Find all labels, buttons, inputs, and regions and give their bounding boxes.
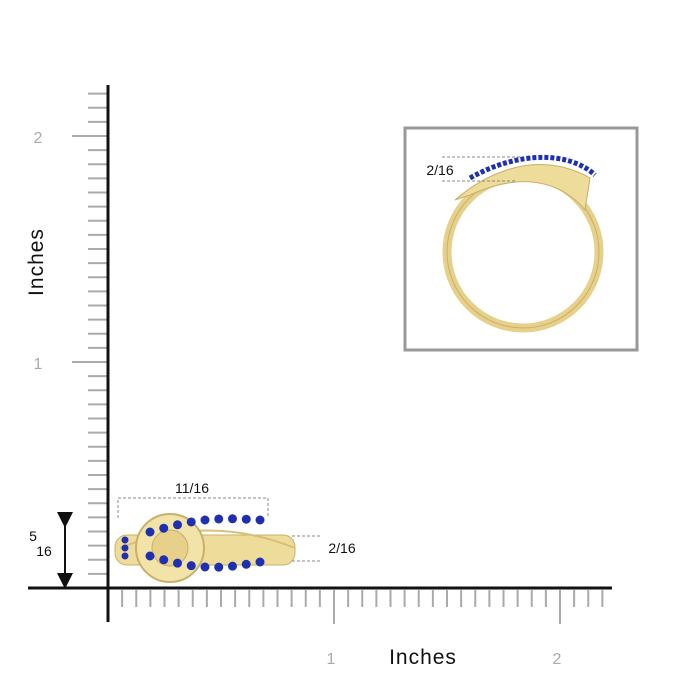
gem [214,514,224,524]
gem [255,515,265,525]
gem [255,557,265,567]
y-label: 1 [34,356,43,373]
x-label: 2 [553,651,562,668]
gem [173,558,182,568]
inset-height-label: 2/16 [426,162,453,178]
gem [121,536,129,544]
gem [159,555,169,565]
ruler-ticks [72,92,604,624]
gem [186,561,196,571]
gem [241,514,251,524]
gem [200,562,210,572]
gem [214,562,224,572]
x-label: 1 [327,651,336,668]
y-title: Inches [25,228,48,296]
gem [200,515,210,525]
ring-side [442,154,604,333]
gem [186,517,196,527]
depth-denominator: 16 [36,543,52,559]
gem [241,559,251,569]
depth-numerator: 5 [29,528,37,544]
height-label: 2/16 [328,540,355,556]
gem [121,544,129,552]
gem [121,552,129,560]
y-label: 2 [34,130,43,147]
gem [228,514,237,524]
gem [145,551,155,561]
width-guide [117,497,269,518]
width-label: 11/16 [175,480,209,496]
gem [173,520,182,530]
ring-front [114,513,296,583]
gem [159,523,169,533]
gem [228,561,237,571]
x-title: Inches [389,646,457,669]
gem [145,527,155,537]
